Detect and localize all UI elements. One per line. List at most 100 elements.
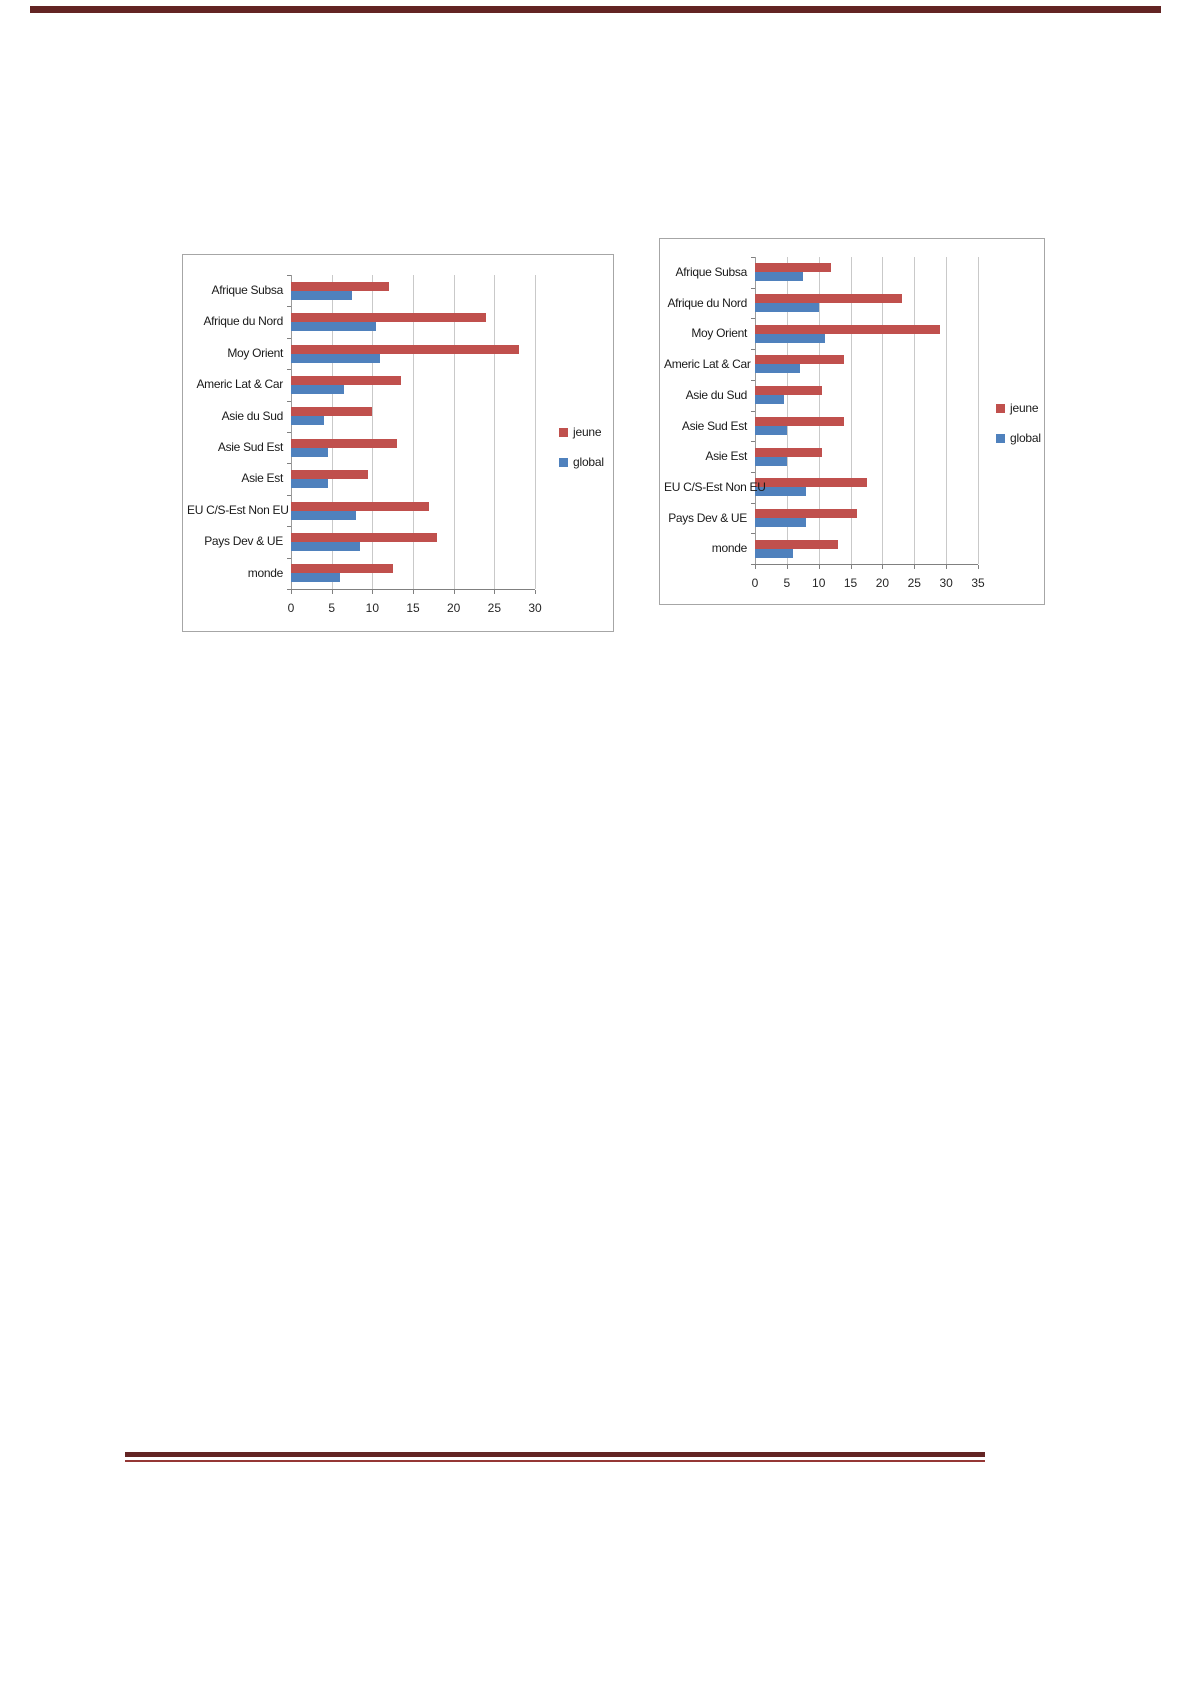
legend-swatch-jeune <box>559 427 568 437</box>
category-label: Afrique du Nord <box>203 314 283 329</box>
category-axis-tick <box>751 379 755 381</box>
bar-global <box>755 364 800 374</box>
gridline <box>978 257 979 564</box>
category-label: Afrique Subsa <box>675 265 748 279</box>
footer-rule-thin <box>125 1460 985 1462</box>
legend-swatch-global <box>996 433 1005 443</box>
bar-global <box>755 395 784 405</box>
x-axis-tick <box>755 565 756 569</box>
bar-global <box>755 333 826 343</box>
bar-jeune <box>291 564 393 574</box>
legend-label-global: global <box>573 455 604 469</box>
bar-jeune <box>291 438 397 448</box>
gridline <box>413 275 414 589</box>
category-axis-tick <box>751 257 755 258</box>
x-axis-tick-label: 30 <box>939 576 953 590</box>
category-label: EU C/S-Est Non EU <box>664 479 766 494</box>
x-axis-tick <box>818 565 820 569</box>
x-axis-tick <box>494 590 496 594</box>
bar-global <box>755 456 787 466</box>
footer-rule-thick <box>125 1452 985 1457</box>
gridline <box>453 275 455 589</box>
gridline <box>372 275 374 589</box>
category-label: Asie du Sud <box>685 387 748 402</box>
legend-item-global: global <box>559 455 604 469</box>
gridline <box>291 275 292 589</box>
plot-area <box>755 257 979 565</box>
bar-global <box>291 416 324 426</box>
bar-global <box>755 272 803 282</box>
bar-jeune <box>291 375 401 385</box>
category-axis-tick <box>751 441 755 443</box>
bar-jeune <box>291 501 430 511</box>
gridline <box>818 257 820 564</box>
bar-jeune <box>291 313 487 323</box>
category-label: Moy Orient <box>227 345 283 360</box>
bar-global <box>755 303 819 313</box>
category-axis-tick <box>751 502 755 504</box>
x-axis-tick <box>453 590 455 594</box>
category-axis-tick <box>751 349 755 351</box>
gridline <box>494 275 496 589</box>
category-label: Asie Est <box>705 449 747 464</box>
bar-jeune <box>755 539 838 549</box>
category-label: Americ Lat & Car <box>664 357 751 372</box>
category-axis-tick <box>751 533 755 535</box>
x-axis-tick-label: 25 <box>907 576 921 590</box>
bar-global <box>755 548 794 558</box>
x-axis-tick-label: 35 <box>971 576 985 590</box>
bar-jeune <box>755 355 845 365</box>
category-axis-tick <box>287 589 291 590</box>
gridline <box>755 257 756 564</box>
category-axis-tick <box>287 337 291 339</box>
bar-global <box>291 573 340 583</box>
x-axis-tick <box>850 565 852 569</box>
x-axis-tick-label: 10 <box>812 576 826 590</box>
x-axis-tick <box>786 565 788 569</box>
x-axis-tick <box>291 590 292 594</box>
legend-swatch-global <box>559 457 568 467</box>
x-axis-tick-label: 30 <box>528 601 542 615</box>
bar-jeune <box>755 447 822 457</box>
category-axis-tick <box>287 432 291 433</box>
x-axis-tick-label: 15 <box>843 576 858 590</box>
x-axis-tick-label: 25 <box>487 601 502 615</box>
legend-label-global: global <box>1010 431 1041 445</box>
category-label: monde <box>247 565 284 580</box>
bar-global <box>291 322 377 332</box>
category-label: Americ Lat & Car <box>196 377 283 392</box>
legend-swatch-jeune <box>996 403 1005 413</box>
category-label: Asie du Sud <box>221 408 284 423</box>
gridline <box>946 257 948 564</box>
gridline <box>850 257 852 564</box>
category-axis-tick <box>287 306 291 308</box>
category-axis-tick <box>751 287 755 289</box>
bar-jeune <box>291 532 438 542</box>
bar-jeune <box>755 386 822 396</box>
x-axis-tick <box>882 565 884 569</box>
bar-global <box>755 487 806 497</box>
x-axis-tick <box>914 565 916 569</box>
category-axis-tick <box>287 369 291 371</box>
category-axis-tick <box>287 494 291 496</box>
bar-global <box>291 353 381 363</box>
category-label: Afrique Subsa <box>211 283 284 297</box>
bar-global <box>291 510 357 520</box>
legend-item-jeune: jeune <box>996 401 1039 415</box>
chart-left-unemployment: jeune global 0 5 10 15 20 25 30 Afrique Subsa Af… <box>182 254 614 632</box>
bar-jeune <box>291 407 373 417</box>
category-label: Asie Sud Est <box>681 418 747 433</box>
category-label: Asie Est <box>241 471 283 486</box>
category-label: monde <box>711 541 748 556</box>
category-label: Asie Sud Est <box>217 440 283 454</box>
category-label: Pays Dev & UE <box>668 510 747 525</box>
category-axis-tick <box>287 275 291 276</box>
legend-item-jeune: jeune <box>559 425 602 439</box>
x-axis-tick-label: 20 <box>875 576 890 590</box>
category-axis-tick <box>751 410 755 412</box>
category-axis-tick <box>751 471 755 473</box>
bar-jeune <box>755 508 857 518</box>
x-axis-tick <box>372 590 374 594</box>
bar-global <box>291 479 328 489</box>
category-axis-tick <box>751 318 755 320</box>
